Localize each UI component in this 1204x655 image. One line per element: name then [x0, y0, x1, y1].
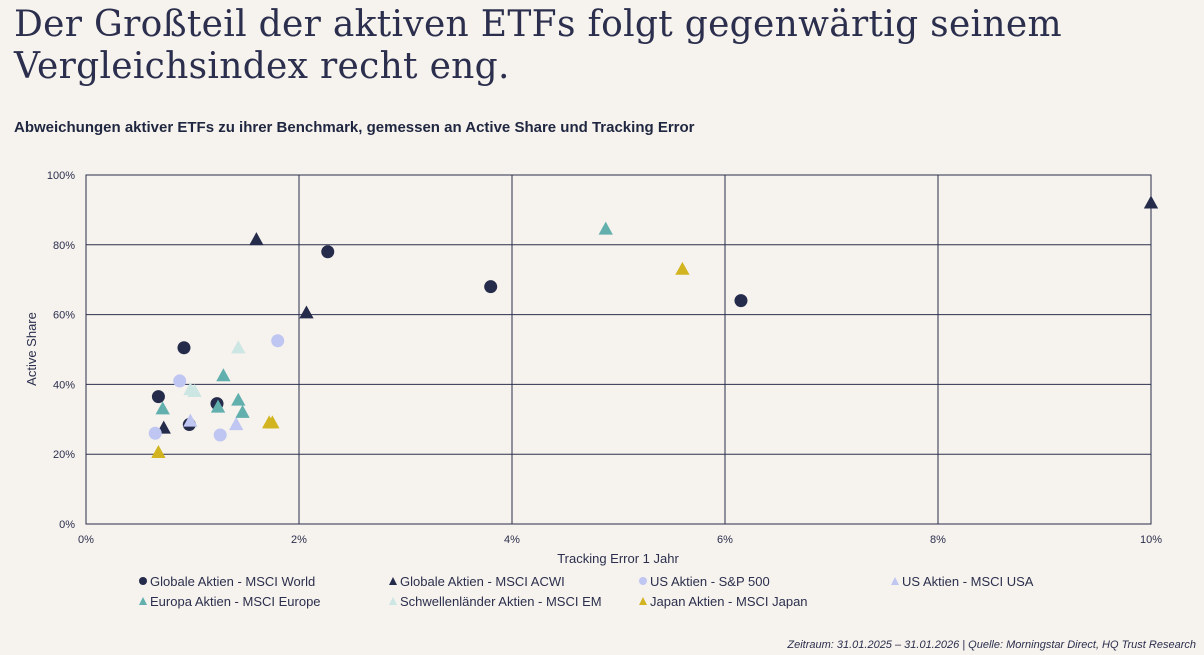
data-point	[210, 399, 226, 413]
y-tick-label: 80%	[53, 240, 75, 252]
x-tick-label: 0%	[78, 534, 94, 546]
legend-item: Globale Aktien - MSCI World	[138, 573, 388, 589]
legend-item: Schwellenländer Aktien - MSCI EM	[388, 593, 638, 609]
y-axis-title: Active Share	[24, 312, 39, 386]
data-point	[213, 428, 227, 442]
legend-item: Globale Aktien - MSCI ACWI	[388, 573, 638, 589]
source-note: Zeitraum: 31.01.2025 – 31.01.2026 | Quel…	[787, 639, 1196, 651]
tick-labels: 0% 20% 40% 60% 80% 100% 0% 2% 4% 6% 8% 10%	[47, 170, 1162, 546]
data-point	[484, 280, 498, 294]
data-point	[299, 305, 314, 319]
x-tick-label: 10%	[1140, 534, 1162, 546]
legend-item: US Aktien - S&P 500	[638, 573, 890, 589]
legend-triangle-marker	[389, 597, 397, 605]
data-point	[148, 426, 162, 440]
data-point	[173, 374, 187, 388]
legend-label: Europa Aktien - MSCI Europe	[150, 593, 321, 609]
y-tick-label: 100%	[47, 170, 75, 182]
legend-label: US Aktien - MSCI USA	[902, 573, 1034, 589]
legend-circle-marker	[639, 577, 647, 585]
x-tick-label: 2%	[291, 534, 307, 546]
data-point	[177, 341, 191, 355]
x-tick-label: 4%	[504, 534, 520, 546]
data-point	[151, 445, 166, 459]
data-point	[265, 415, 280, 429]
data-point	[598, 221, 613, 235]
data-point	[187, 383, 202, 397]
y-tick-label: 40%	[53, 379, 75, 391]
legend-item: Japan Aktien - MSCI Japan	[638, 593, 890, 609]
legend-triangle-marker	[389, 577, 397, 585]
y-tick-label: 60%	[53, 310, 75, 322]
legend-triangle-marker	[639, 597, 647, 605]
headline: Der Großteil der aktiven ETFs folgt gege…	[14, 4, 1062, 87]
legend-item: Europa Aktien - MSCI Europe	[138, 593, 388, 609]
legend-label: Globale Aktien - MSCI World	[150, 573, 316, 589]
data-point	[249, 232, 264, 246]
data-points	[148, 195, 1159, 459]
data-point	[271, 334, 285, 348]
data-point	[321, 245, 335, 259]
legend-label: US Aktien - S&P 500	[650, 573, 770, 589]
chart-subtitle: Abweichungen aktiver ETFs zu ihrer Bench…	[14, 119, 695, 136]
legend-label: Japan Aktien - MSCI Japan	[650, 593, 808, 609]
legend: Globale Aktien - MSCI World Globale Aktie…	[138, 573, 1138, 609]
x-tick-label: 6%	[717, 534, 733, 546]
legend-triangle-marker	[891, 577, 899, 585]
data-point	[231, 340, 246, 354]
x-axis-title: Tracking Error 1 Jahr	[557, 551, 679, 566]
legend-item: US Aktien - MSCI USA	[890, 573, 1138, 589]
data-point	[235, 404, 250, 418]
legend-label: Globale Aktien - MSCI ACWI	[400, 573, 565, 589]
legend-circle-marker	[139, 577, 147, 585]
data-point	[183, 413, 198, 427]
data-point	[1143, 195, 1159, 209]
data-point	[734, 294, 748, 308]
legend-triangle-marker	[139, 597, 147, 605]
y-tick-label: 0%	[59, 519, 75, 531]
data-point	[229, 417, 244, 431]
x-tick-label: 8%	[930, 534, 946, 546]
data-point	[151, 390, 165, 404]
data-point	[216, 368, 231, 382]
data-point	[231, 392, 246, 406]
grid-layer	[85, 174, 1152, 525]
y-tick-label: 20%	[53, 449, 75, 461]
data-point	[155, 401, 170, 415]
plot-border	[85, 174, 1152, 525]
legend-label: Schwellenländer Aktien - MSCI EM	[400, 593, 602, 609]
data-point	[675, 261, 690, 275]
